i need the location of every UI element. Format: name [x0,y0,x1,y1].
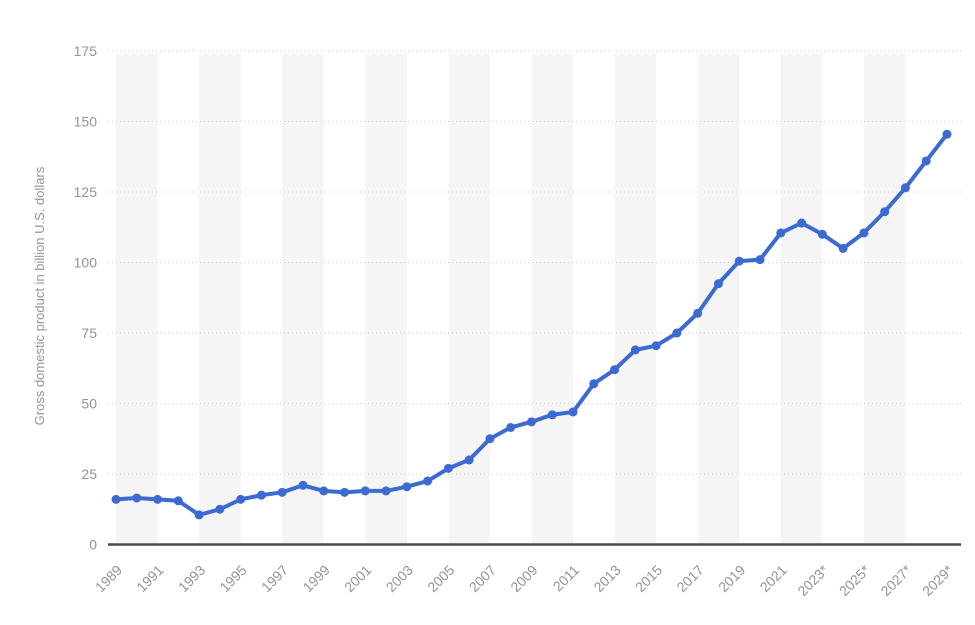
y-axis-tick-labels: 0 25 50 75 100 125 150 175 [74,43,98,553]
data-series [111,129,952,520]
x-tick-label-1989: 1989 [92,562,125,595]
data-point-2001[interactable] [360,486,370,496]
x-tick-label-2011: 2011 [550,562,583,595]
data-point-2025[interactable] [859,228,869,238]
y-tick-label-25: 25 [81,466,97,482]
x-tick-label-2013: 2013 [590,562,623,595]
data-point-2020[interactable] [755,255,765,265]
data-point-1994[interactable] [215,504,225,514]
plot-band [697,54,740,543]
data-point-2014[interactable] [630,345,640,355]
x-tick-label-1995: 1995 [216,562,249,595]
x-tick-label-2007: 2007 [466,562,499,595]
x-tick-label-2015: 2015 [632,562,665,595]
data-point-2013[interactable] [610,365,620,375]
data-point-2006[interactable] [464,455,474,465]
data-point-2007[interactable] [485,434,495,444]
data-point-2012[interactable] [589,379,599,389]
data-point-1992[interactable] [173,496,183,506]
data-point-2004[interactable] [423,476,433,486]
data-point-2011[interactable] [568,407,578,417]
data-point-2010[interactable] [547,410,557,420]
data-point-2026[interactable] [880,207,890,217]
data-point-2009[interactable] [527,417,536,427]
y-tick-label-125: 125 [74,184,98,200]
plot-band [780,54,823,543]
data-point-1997[interactable] [277,487,287,497]
x-tick-label-2001: 2001 [341,562,374,595]
plot-band [365,54,407,543]
y-tick-label-75: 75 [81,325,97,341]
data-point-2000[interactable] [340,487,350,497]
x-tick-label-2025-forecast: 2025* [836,561,874,599]
data-point-1989[interactable] [111,494,121,504]
x-tick-label-1993: 1993 [175,562,208,595]
x-tick-label-2017: 2017 [673,562,706,595]
x-tick-label-2003: 2003 [383,562,416,595]
data-point-1996[interactable] [256,490,266,500]
data-point-2029[interactable] [942,129,952,139]
plot-band [531,54,574,543]
data-point-2027[interactable] [900,183,910,193]
y-axis-title: Gross domestic product in billion U.S. d… [32,166,47,425]
data-point-1999[interactable] [319,486,329,496]
y-tick-label-50: 50 [81,396,97,412]
plot-band [863,54,906,543]
data-point-2028[interactable] [921,156,931,166]
data-point-2021[interactable] [776,228,786,238]
x-axis-tick-labels: 1989 1991 1993 1995 1997 1999 2001 2003 2005 2007… [92,561,957,599]
data-point-2016[interactable] [672,328,682,338]
x-tick-label-2027-forecast: 2027* [877,561,915,599]
x-tick-label-1999: 1999 [300,562,333,595]
plot-band [448,54,490,543]
plot-band [282,54,324,543]
data-point-1998[interactable] [298,480,308,490]
data-point-2015[interactable] [651,341,661,351]
x-tick-label-1997: 1997 [258,562,291,595]
data-point-2002[interactable] [381,486,391,496]
y-tick-label-0: 0 [89,537,97,553]
x-tick-label-2005: 2005 [424,562,457,595]
y-tick-label-150: 150 [74,114,98,130]
data-point-1991[interactable] [153,494,163,504]
data-point-1993[interactable] [194,510,204,520]
data-point-2005[interactable] [443,463,453,473]
x-tick-label-2021: 2021 [757,562,790,595]
data-point-1995[interactable] [236,494,246,504]
x-tick-label-2019: 2019 [715,562,748,595]
plot-band [614,54,657,543]
x-tick-label-2023-forecast: 2023* [794,561,832,599]
plot-band [116,54,158,543]
data-point-2022[interactable] [797,218,807,228]
data-point-2017[interactable] [693,308,703,318]
data-point-2024[interactable] [838,243,848,253]
data-point-2008[interactable] [506,422,516,432]
x-tick-label-1991: 1991 [133,562,166,595]
data-point-1990[interactable] [132,493,142,503]
data-point-2023[interactable] [817,229,827,239]
data-point-2003[interactable] [402,482,412,492]
x-tick-label-2029-forecast: 2029* [919,561,957,599]
data-point-2019[interactable] [734,256,744,266]
plot-band [199,54,241,543]
y-tick-label-175: 175 [74,43,98,59]
x-tick-label-2009: 2009 [507,562,540,595]
y-tick-label-100: 100 [74,255,98,271]
background-bands [116,54,906,543]
data-point-2018[interactable] [713,279,723,289]
